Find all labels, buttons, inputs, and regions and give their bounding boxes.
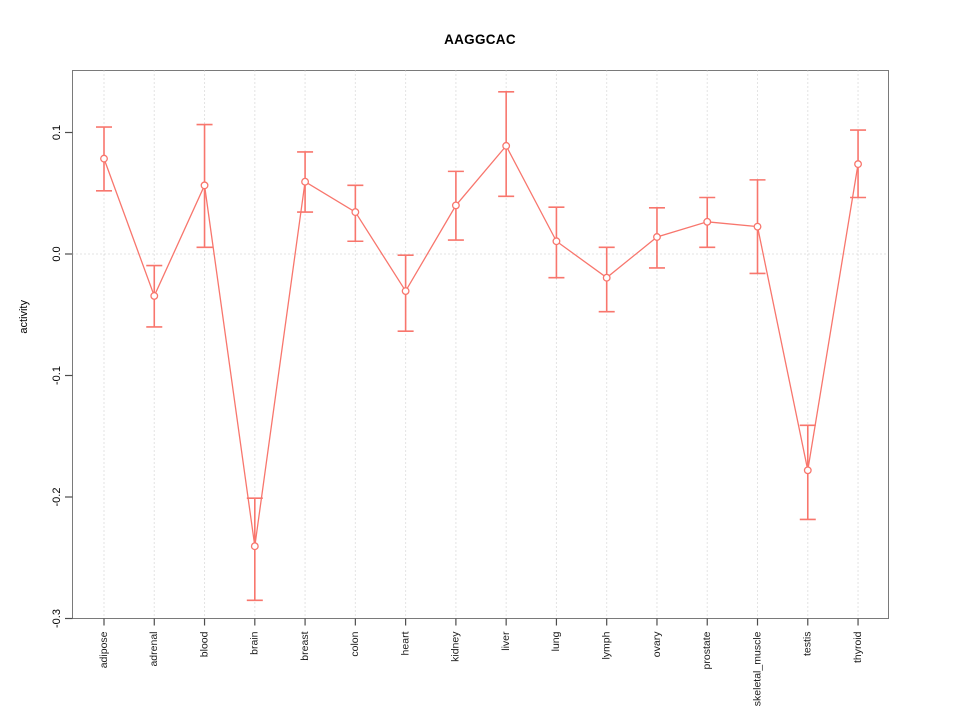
x-axis-tick-labels: adipose adrenal blood brain breast colon heart…	[98, 631, 864, 706]
data-point-marker	[301, 177, 310, 186]
x-tick-label: adrenal	[148, 632, 160, 667]
data-point-marker	[200, 181, 209, 190]
y-axis-tick-labels: 0.1 0.0 -0.1 -0.2 -0.3	[51, 125, 63, 628]
data-point-marker	[703, 217, 712, 226]
x-tick-label: adipose	[98, 631, 110, 668]
chart-title: AAGGCAC	[444, 32, 516, 47]
y-tick-label: 0.0	[51, 246, 63, 261]
data-point-marker	[602, 273, 611, 282]
x-tick-label: blood	[198, 631, 210, 657]
data-point-marker	[854, 160, 862, 169]
x-tick-label: testis	[802, 632, 814, 657]
error-bars	[96, 90, 867, 602]
x-tick-label: colon	[349, 631, 361, 656]
data-point-marker	[653, 233, 661, 241]
vertical-gridlines	[103, 70, 859, 619]
plot-frame	[72, 70, 889, 619]
x-tick-label: ovary	[651, 631, 663, 657]
y-axis-ticks	[65, 131, 73, 620]
data-point-marker	[150, 291, 159, 300]
data-point-marker	[753, 222, 762, 231]
data-point-marker	[100, 154, 108, 163]
x-tick-label: breast	[299, 631, 311, 660]
x-tick-label: kidney	[450, 631, 462, 662]
data-point-marker	[250, 542, 259, 551]
x-tick-label: prostate	[701, 631, 713, 669]
data-line	[103, 144, 859, 547]
data-point-marker	[502, 141, 511, 150]
data-point-marker	[351, 208, 360, 217]
x-tick-label: liver	[500, 631, 512, 651]
x-tick-label: skeletal_muscle	[751, 631, 763, 706]
y-tick-label: 0.1	[51, 125, 63, 140]
x-tick-label: lymph	[600, 631, 612, 659]
data-points	[100, 141, 862, 551]
x-tick-label: lung	[550, 631, 562, 651]
x-axis-ticks	[103, 618, 859, 626]
y-tick-label: -0.3	[51, 609, 63, 628]
data-point-marker	[451, 201, 460, 210]
data-point-marker	[803, 466, 812, 475]
data-point-marker	[552, 237, 561, 246]
y-tick-label: -0.2	[51, 488, 63, 507]
y-tick-label: -0.1	[51, 366, 63, 385]
x-tick-label: thyroid	[852, 631, 864, 663]
data-point-marker	[401, 287, 410, 296]
series-line	[103, 144, 859, 547]
x-tick-label: heart	[399, 631, 411, 655]
x-tick-label: brain	[249, 631, 261, 655]
